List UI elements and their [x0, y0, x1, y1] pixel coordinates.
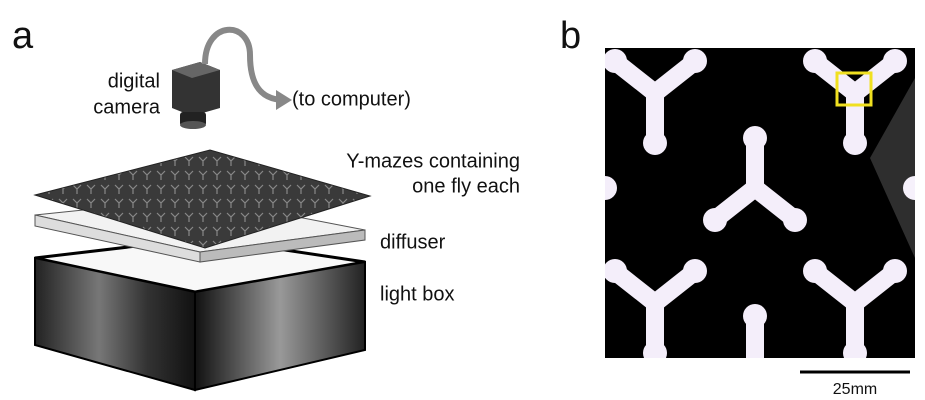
panel-label: a — [12, 15, 34, 57]
arrow-head — [276, 90, 292, 110]
maze-photo — [593, 48, 925, 368]
lightbox-label: light box — [380, 283, 455, 305]
camera — [172, 62, 220, 129]
scale-bar-label: 25mm — [833, 381, 877, 398]
computer-label: (to computer) — [292, 88, 411, 110]
diffuser-label: diffuser — [380, 231, 446, 253]
panel-label: b — [560, 15, 581, 57]
mazes-label: Y-mazes containing — [346, 150, 520, 172]
camera-label: camera — [93, 96, 161, 118]
figure: a digital camera (to computer) Y-mazes c… — [0, 0, 925, 400]
camera-label: digital — [108, 70, 160, 92]
mazes-label: one fly each — [412, 175, 520, 197]
